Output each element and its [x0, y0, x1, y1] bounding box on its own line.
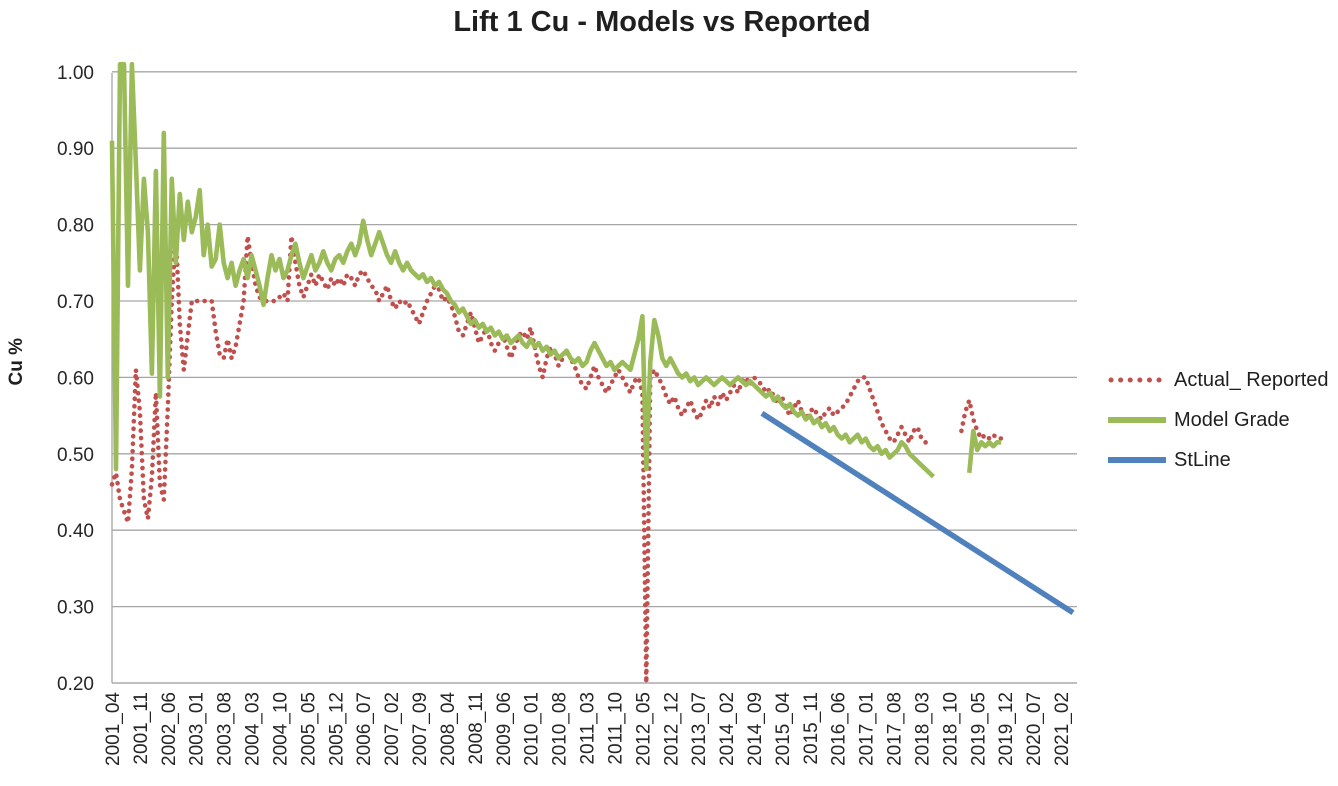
- y-tick-label: 0.60: [57, 368, 94, 389]
- y-tick-label: 0.80: [57, 216, 94, 237]
- legend-item-stline[interactable]: StLine: [1108, 440, 1338, 480]
- x-tick-label: 2018_10: [940, 692, 961, 766]
- solid-line-marker-icon: [1108, 457, 1166, 463]
- legend: Actual_ Reported Model Grade StLine: [1108, 360, 1338, 480]
- legend-item-actual-reported[interactable]: Actual_ Reported: [1108, 360, 1338, 400]
- y-tick-label: 1.00: [57, 63, 94, 84]
- x-tick-label: 2015_04: [773, 692, 794, 766]
- x-tick-label: 2005_05: [298, 692, 319, 766]
- x-tick-label: 2012_05: [633, 692, 654, 766]
- x-tick-label: 2008_04: [438, 692, 459, 766]
- x-tick-label: 2014_09: [745, 692, 766, 766]
- x-tick-label: 2014_02: [717, 692, 738, 766]
- y-tick-label: 0.40: [57, 521, 94, 542]
- x-tick-label: 2012_12: [661, 692, 682, 766]
- series-actual-reported: [109, 229, 1004, 686]
- legend-label: StLine: [1174, 448, 1231, 471]
- x-tick-label: 2019_05: [968, 692, 989, 766]
- dotted-line-marker-icon: [1108, 377, 1166, 383]
- series-model-grade: [109, 61, 1002, 479]
- x-tick-label: 2020_07: [1024, 692, 1045, 766]
- x-tick-label: 2021_02: [1052, 692, 1073, 766]
- x-tick-label: 2003_01: [187, 692, 208, 766]
- x-tick-label: 2011_03: [578, 692, 599, 765]
- legend-label: Model Grade: [1174, 408, 1290, 431]
- x-tick-label: 2018_03: [912, 692, 933, 766]
- x-tick-label: 2004_10: [270, 692, 291, 766]
- x-tick-label: 2006_07: [354, 692, 375, 766]
- series-stline: [760, 410, 1075, 616]
- x-tick-label: 2011_10: [605, 692, 626, 765]
- x-tick-label: 2004_03: [243, 692, 264, 766]
- x-tick-label: 2009_06: [494, 692, 515, 766]
- x-tick-label: 2017_01: [857, 692, 878, 766]
- x-tick-label: 2010_01: [522, 692, 543, 766]
- x-tick-label: 2001_04: [103, 692, 124, 766]
- legend-item-model-grade[interactable]: Model Grade: [1108, 400, 1338, 440]
- x-tick-label: 2019_12: [996, 692, 1017, 766]
- x-tick-label: 2007_02: [382, 692, 403, 766]
- y-tick-label: 0.50: [57, 445, 94, 466]
- solid-line-marker-icon: [1108, 417, 1166, 423]
- y-tick-label: 0.90: [57, 139, 94, 160]
- x-tick-label: 2013_07: [689, 692, 710, 766]
- legend-label: Actual_ Reported: [1174, 368, 1329, 391]
- x-tick-label: 2007_09: [410, 692, 431, 766]
- x-tick-label: 2003_08: [215, 692, 236, 766]
- y-tick-label: 0.70: [57, 292, 94, 313]
- x-tick-label: 2017_08: [885, 692, 906, 766]
- x-tick-label: 2015_11: [801, 692, 822, 765]
- x-tick-label: 2016_06: [829, 692, 850, 766]
- y-tick-label: 0.30: [57, 598, 94, 619]
- x-tick-label: 2008_11: [466, 692, 487, 765]
- chart-title: Lift 1 Cu - Models vs Reported: [453, 6, 871, 38]
- x-tick-label: 2001_11: [131, 692, 152, 765]
- x-tick-label: 2002_06: [159, 692, 180, 766]
- y-tick-label: 0.20: [57, 674, 94, 695]
- x-tick-label: 2005_12: [326, 692, 347, 766]
- x-tick-label: 2010_08: [550, 692, 571, 766]
